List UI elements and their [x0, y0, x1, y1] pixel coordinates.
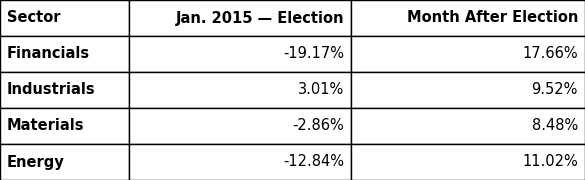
Bar [351, 72, 585, 108]
Text: Jan. 2015 — Election: Jan. 2015 — Election [176, 10, 344, 26]
Text: 9.52%: 9.52% [532, 82, 578, 98]
Bar [0, 144, 129, 180]
Text: 8.48%: 8.48% [532, 118, 578, 134]
Text: 11.02%: 11.02% [522, 154, 578, 170]
Bar [0, 72, 129, 108]
Text: Sector: Sector [7, 10, 60, 26]
Bar [351, 36, 585, 72]
Text: Materials: Materials [7, 118, 84, 134]
Bar [0, 108, 129, 144]
Bar [129, 36, 351, 72]
Bar [129, 0, 351, 36]
Text: -19.17%: -19.17% [283, 46, 344, 62]
Text: Financials: Financials [7, 46, 90, 62]
Bar [351, 0, 585, 36]
Bar [0, 36, 129, 72]
Bar [129, 72, 351, 108]
Text: 3.01%: 3.01% [298, 82, 344, 98]
Bar [351, 108, 585, 144]
Bar [129, 108, 351, 144]
Text: Energy: Energy [7, 154, 65, 170]
Text: 17.66%: 17.66% [522, 46, 578, 62]
Bar [129, 144, 351, 180]
Bar [351, 144, 585, 180]
Text: Month After Election: Month After Election [407, 10, 578, 26]
Text: -2.86%: -2.86% [292, 118, 344, 134]
Bar [0, 0, 129, 36]
Text: Industrials: Industrials [7, 82, 95, 98]
Text: -12.84%: -12.84% [283, 154, 344, 170]
